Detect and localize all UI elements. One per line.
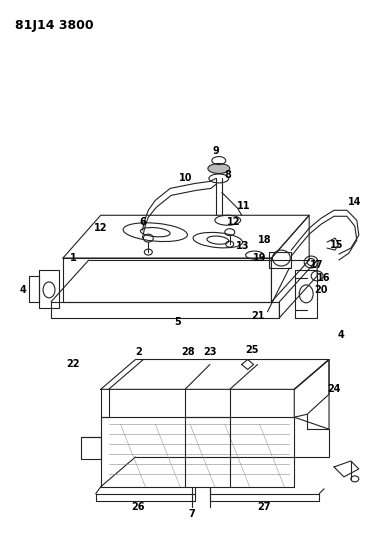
- Text: 11: 11: [237, 201, 250, 211]
- Text: 81J14 3800: 81J14 3800: [15, 19, 94, 33]
- Text: 13: 13: [236, 241, 249, 251]
- Text: 24: 24: [327, 384, 341, 394]
- Text: 21: 21: [251, 311, 264, 321]
- Text: 6: 6: [139, 217, 146, 227]
- Text: 25: 25: [245, 344, 258, 354]
- Text: 27: 27: [258, 502, 271, 512]
- Text: 26: 26: [132, 502, 145, 512]
- Text: 19: 19: [253, 253, 266, 263]
- Text: 2: 2: [135, 346, 142, 357]
- Text: 9: 9: [213, 146, 219, 156]
- Text: 1: 1: [69, 253, 76, 263]
- Text: 10: 10: [179, 173, 193, 183]
- Text: 16: 16: [317, 273, 331, 283]
- Text: 4: 4: [338, 329, 344, 340]
- Text: 4: 4: [20, 285, 27, 295]
- Text: 12: 12: [94, 223, 107, 233]
- Text: 18: 18: [258, 235, 271, 245]
- Text: 14: 14: [348, 197, 362, 207]
- Text: 12: 12: [227, 217, 241, 227]
- Text: 5: 5: [175, 317, 182, 327]
- Text: 15: 15: [330, 240, 344, 250]
- Text: 7: 7: [189, 508, 196, 519]
- Text: 28: 28: [181, 346, 195, 357]
- Text: 22: 22: [66, 359, 80, 369]
- Ellipse shape: [208, 164, 230, 173]
- Text: 17: 17: [310, 260, 324, 270]
- Text: 20: 20: [314, 285, 328, 295]
- Text: 8: 8: [224, 171, 231, 181]
- Text: 23: 23: [203, 346, 217, 357]
